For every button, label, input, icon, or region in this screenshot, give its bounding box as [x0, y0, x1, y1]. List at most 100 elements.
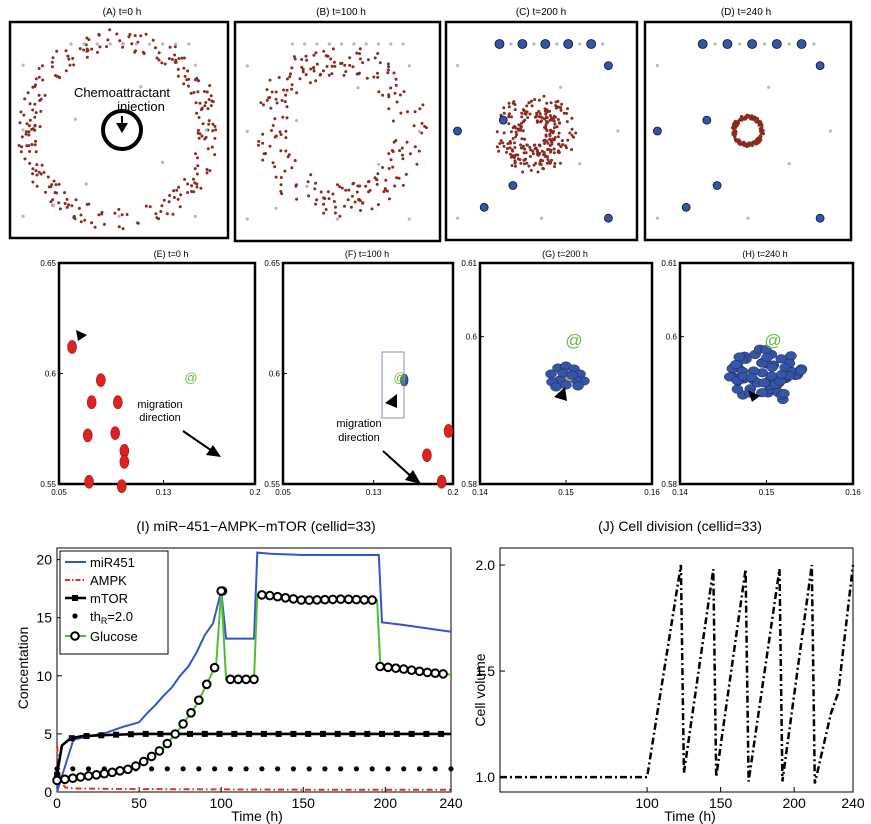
tumor-cell: [214, 128, 218, 132]
tumor-cell: [77, 206, 81, 210]
tumor-cell: [359, 209, 362, 212]
plot-frame: [56, 547, 452, 793]
glucose-marker: [131, 761, 141, 771]
vessel-site: [559, 85, 563, 89]
tumor-cell: [265, 88, 269, 92]
tumor-cell: [179, 193, 183, 197]
tumor-cell: [358, 47, 362, 51]
tumor-cell: [282, 88, 286, 92]
vessel-site: [616, 129, 620, 133]
tumor-cell: [329, 57, 333, 61]
vessel-site: [697, 39, 708, 49]
tumor-cell: [546, 158, 550, 162]
mtor-marker: [113, 731, 120, 738]
tumor-cell: [189, 91, 193, 95]
legend-marker-glucose: [70, 631, 80, 641]
tumor-cell: [295, 197, 299, 201]
tumor-cell: [41, 64, 44, 68]
tumor-cell: [144, 204, 148, 208]
tumor-cell: [322, 49, 326, 53]
tumor-cell: [391, 165, 395, 169]
tumor-cell: [284, 129, 288, 133]
tumor-cell: [395, 176, 399, 180]
tumor-cell: [54, 183, 58, 187]
tumor-cell: [121, 227, 125, 231]
glucose-marker: [414, 666, 425, 677]
tumor-cell: [65, 197, 69, 201]
tumor-cell: [113, 211, 117, 215]
tumor-cell: [54, 74, 57, 77]
tumor-cell: [330, 64, 334, 68]
vessel-site: [604, 61, 613, 70]
tumor-cell: [544, 155, 548, 159]
tumor-cell: [100, 212, 104, 216]
vessel-site: [303, 42, 307, 46]
panel-g: (G) t=200 h 0.14 0.15 0.16 0.58 0.6 0.61 @: [461, 249, 660, 497]
tumor-cell: [211, 122, 215, 126]
legend-marker-threshold: [72, 613, 78, 619]
tumor-cell: [201, 122, 205, 126]
tumor-cell: [157, 58, 161, 62]
tumor-cell: [322, 196, 326, 200]
tumor-cell: [34, 83, 37, 87]
tumor-cell: [568, 131, 572, 135]
migration-arrowhead: [405, 470, 421, 484]
tumor-cell: [50, 60, 54, 64]
tumor-cell: [172, 189, 176, 193]
tumor-cell: [508, 152, 512, 156]
tumor-cell: [286, 155, 290, 159]
tumor-cell: [387, 197, 391, 201]
tumor-cell: [519, 126, 523, 130]
glucose-marker: [216, 586, 226, 596]
vessel-site: [335, 217, 340, 221]
tumor-cell: [176, 67, 180, 71]
tumor-cell: [566, 138, 570, 142]
tumor-cell: [47, 185, 51, 189]
vessel-site: [401, 42, 405, 46]
tumor-cell: [552, 147, 556, 151]
tumor-cell: [278, 130, 282, 134]
tumor-cell: [49, 200, 53, 204]
tumor-cell: [177, 185, 181, 189]
tumor-cell: [261, 103, 265, 107]
y-tick-label: 2.0: [476, 557, 496, 573]
tumor-cell: [522, 151, 526, 155]
tumor-cell: [549, 148, 553, 152]
tumor-cell: [556, 118, 560, 121]
vessel-site: [601, 42, 605, 46]
tumor-cell: [186, 191, 190, 194]
tumor-cell: [387, 95, 391, 99]
tumor-cell: [373, 176, 377, 180]
panel-d-title: (D) t=240 h: [721, 7, 771, 18]
tumor-cell: [159, 210, 163, 213]
tumor-cell: [378, 61, 382, 65]
vessel-site: [340, 42, 344, 46]
y-tick-label: 1.0: [476, 769, 496, 785]
tumor-cell: [327, 197, 331, 201]
tumor-cell: [78, 47, 82, 51]
tumor-cell: [358, 57, 362, 61]
tumor-cell: [333, 64, 337, 68]
mtor-marker: [260, 730, 267, 737]
tumor-cell: [206, 147, 210, 151]
tumor-cell: [208, 84, 212, 88]
tumor-cell: [570, 116, 574, 120]
threshold-dot: [54, 766, 60, 772]
panel-e-cells: [67, 340, 130, 494]
tumor-cell: [556, 135, 560, 139]
migration-arrow: [182, 430, 216, 454]
tumor-cell: [199, 108, 203, 112]
tumor-cell: [82, 428, 93, 443]
y-tick-label: 0.65: [40, 259, 56, 268]
vessel-site: [655, 64, 660, 68]
tumor-cell: [755, 138, 759, 141]
tumor-cell: [98, 45, 102, 49]
legend-label-threshold: thR=2.0: [90, 609, 133, 626]
threshold-dot: [85, 766, 92, 772]
tumor-cell: [183, 74, 187, 78]
panel-i: (I) miR−451−AMPK−mTOR (cellid=33) 0 50 100…: [15, 518, 463, 824]
glucose-marker: [83, 771, 94, 781]
tumor-cell: [397, 176, 401, 180]
tumor-cell: [177, 57, 181, 61]
tumor-cell: [402, 90, 406, 94]
